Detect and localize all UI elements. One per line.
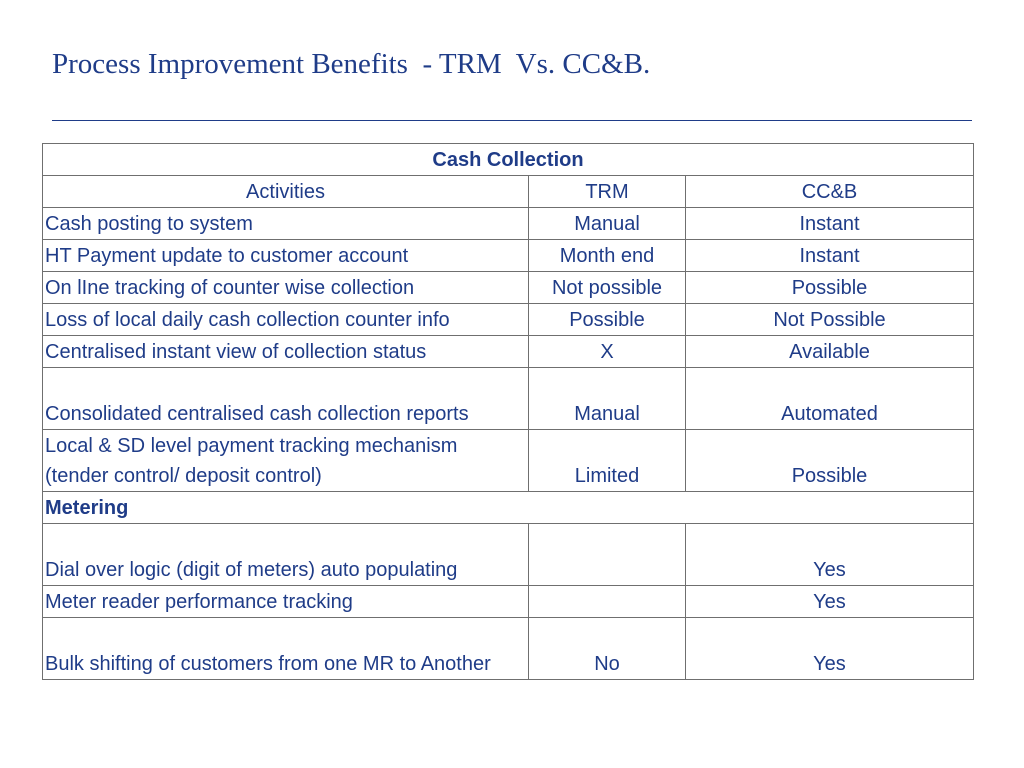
activity-cell: Cash posting to system	[42, 207, 529, 240]
trm-cell: X	[528, 335, 686, 368]
section-title-cash-collection: Cash Collection	[42, 143, 974, 176]
ccb-cell: Yes	[685, 523, 974, 586]
activity-cell: Local & SD level payment tracking mechan…	[42, 429, 529, 492]
trm-cell: Possible	[528, 303, 686, 336]
ccb-cell: Possible	[685, 271, 974, 304]
ccb-cell: Yes	[685, 617, 974, 680]
trm-cell	[528, 585, 686, 618]
ccb-cell: Available	[685, 335, 974, 368]
activity-cell: Bulk shifting of customers from one MR t…	[42, 617, 529, 680]
page-title: Process Improvement Benefits - TRM Vs. C…	[52, 48, 651, 80]
title-underline	[52, 120, 972, 121]
section-header-row: Metering	[42, 491, 974, 524]
activity-cell: Meter reader performance tracking	[42, 585, 529, 618]
column-header-ccb: CC&B	[685, 175, 974, 208]
trm-cell: No	[528, 617, 686, 680]
trm-cell: Manual	[528, 207, 686, 240]
ccb-cell: Not Possible	[685, 303, 974, 336]
table-row: Bulk shifting of customers from one MR t…	[42, 617, 974, 680]
trm-cell: Not possible	[528, 271, 686, 304]
table-row: Meter reader performance tracking Yes	[42, 585, 974, 618]
activity-cell: Loss of local daily cash collection coun…	[42, 303, 529, 336]
table-row: Consolidated centralised cash collection…	[42, 367, 974, 430]
ccb-cell: Instant	[685, 207, 974, 240]
section-title-metering: Metering	[42, 491, 974, 524]
table-row: Loss of local daily cash collection coun…	[42, 303, 974, 336]
comparison-table: Cash Collection Activities TRM CC&B Cash…	[42, 143, 974, 680]
activity-cell: Centralised instant view of collection s…	[42, 335, 529, 368]
section-header-row: Cash Collection	[42, 143, 974, 176]
trm-cell: Manual	[528, 367, 686, 430]
column-header-activities: Activities	[42, 175, 529, 208]
table-row: Dial over logic (digit of meters) auto p…	[42, 523, 974, 586]
table-row: HT Payment update to customer account Mo…	[42, 239, 974, 272]
table-row: Cash posting to system Manual Instant	[42, 207, 974, 240]
trm-cell: Month end	[528, 239, 686, 272]
ccb-cell: Automated	[685, 367, 974, 430]
activity-cell: HT Payment update to customer account	[42, 239, 529, 272]
table-row: Local & SD level payment tracking mechan…	[42, 429, 974, 492]
column-header-trm: TRM	[528, 175, 686, 208]
activity-cell: On lIne tracking of counter wise collect…	[42, 271, 529, 304]
ccb-cell: Yes	[685, 585, 974, 618]
activity-cell: Dial over logic (digit of meters) auto p…	[42, 523, 529, 586]
table-row: Centralised instant view of collection s…	[42, 335, 974, 368]
ccb-cell: Instant	[685, 239, 974, 272]
ccb-cell: Possible	[685, 429, 974, 492]
table-row: On lIne tracking of counter wise collect…	[42, 271, 974, 304]
trm-cell: Limited	[528, 429, 686, 492]
column-header-row: Activities TRM CC&B	[42, 175, 974, 208]
activity-cell: Consolidated centralised cash collection…	[42, 367, 529, 430]
trm-cell	[528, 523, 686, 586]
